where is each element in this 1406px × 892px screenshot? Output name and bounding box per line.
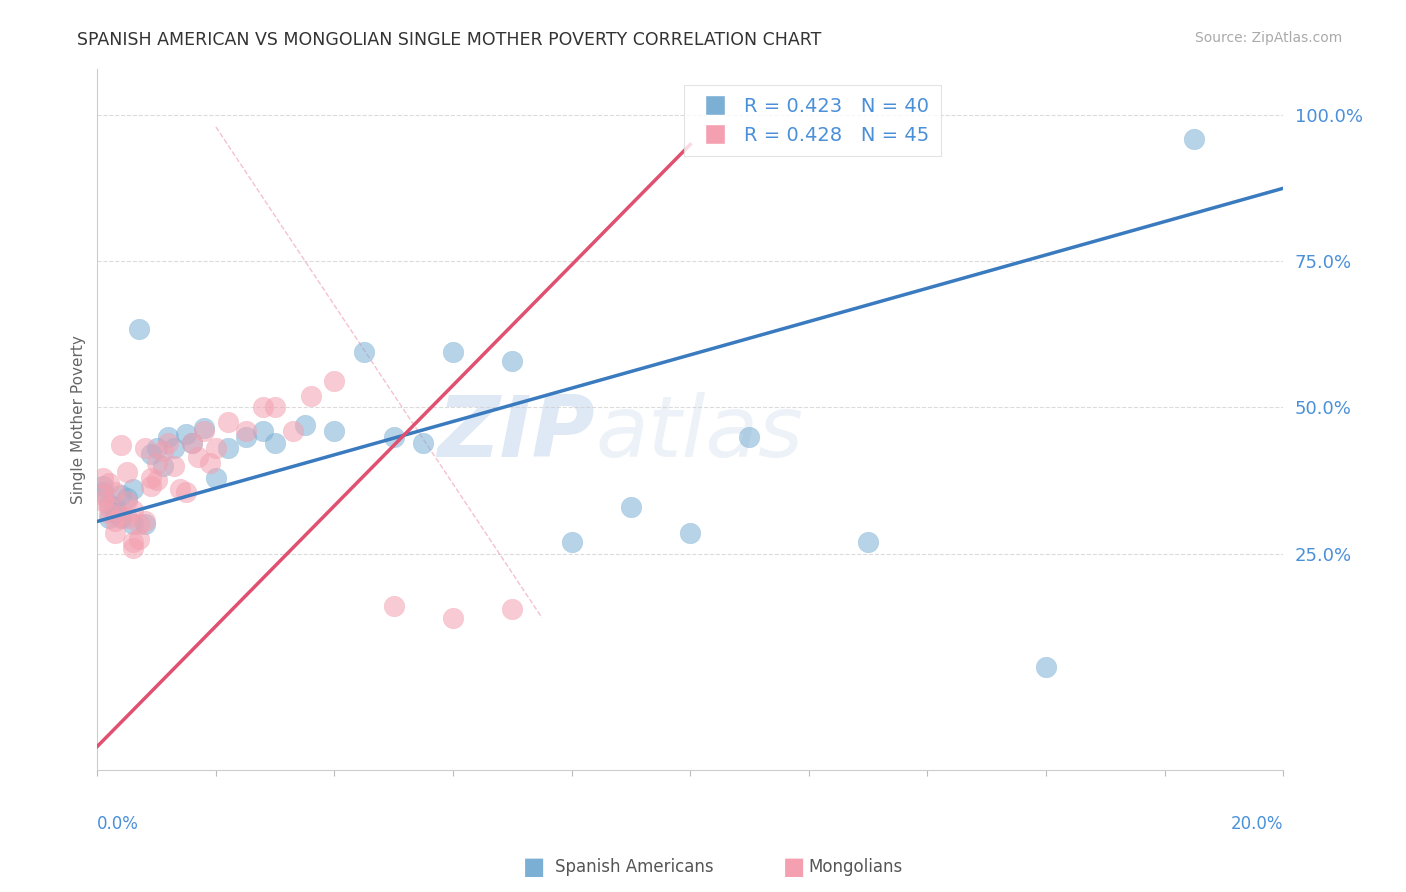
Point [122, 482, 145, 496]
Point [174, 426, 197, 441]
Point [1182, 131, 1205, 145]
Point [217, 415, 239, 429]
Point [152, 458, 174, 473]
Point [98, 511, 121, 525]
Point [122, 541, 145, 555]
Point [181, 435, 204, 450]
Point [104, 526, 127, 541]
Point [412, 435, 434, 450]
Point [187, 450, 209, 464]
Point [128, 532, 150, 546]
Point [174, 485, 197, 500]
Point [98, 500, 121, 514]
Point [104, 500, 127, 514]
Point [294, 417, 316, 432]
Point [163, 458, 186, 473]
Point [122, 502, 145, 516]
Point [115, 465, 138, 479]
Point [91, 485, 114, 500]
Point [169, 482, 191, 496]
Point [235, 430, 257, 444]
Point [205, 442, 228, 456]
Text: Spanish Americans: Spanish Americans [555, 858, 714, 876]
Point [323, 374, 346, 388]
Point [115, 491, 138, 505]
Point [104, 515, 127, 529]
Point [91, 479, 114, 493]
Text: atlas: atlas [595, 392, 803, 475]
Point [252, 401, 274, 415]
Point [382, 599, 405, 614]
Point [198, 456, 221, 470]
Point [264, 401, 287, 415]
Point [91, 470, 114, 484]
Text: 20.0%: 20.0% [1230, 815, 1284, 833]
Point [98, 497, 121, 511]
Point [193, 421, 215, 435]
Point [157, 430, 180, 444]
Point [217, 442, 239, 456]
Point [205, 470, 228, 484]
Point [110, 508, 132, 523]
Point [264, 435, 287, 450]
Point [193, 424, 215, 438]
Point [104, 485, 127, 500]
Point [110, 488, 132, 502]
Point [139, 470, 162, 484]
Text: Mongolians: Mongolians [808, 858, 903, 876]
Text: ■: ■ [783, 855, 806, 879]
Point [122, 517, 145, 532]
Point [299, 389, 322, 403]
Point [134, 515, 156, 529]
Point [145, 456, 167, 470]
Text: 0.0%: 0.0% [97, 815, 139, 833]
Point [382, 430, 405, 444]
Point [110, 438, 132, 452]
Text: Source: ZipAtlas.com: Source: ZipAtlas.com [1195, 31, 1343, 45]
Point [856, 534, 879, 549]
Point [122, 534, 145, 549]
Point [501, 353, 523, 368]
Text: ■: ■ [523, 855, 546, 879]
Point [139, 479, 162, 493]
Point [152, 444, 174, 458]
Point [134, 517, 156, 532]
Point [181, 435, 204, 450]
Point [98, 476, 121, 491]
Text: SPANISH AMERICAN VS MONGOLIAN SINGLE MOTHER POVERTY CORRELATION CHART: SPANISH AMERICAN VS MONGOLIAN SINGLE MOT… [77, 31, 821, 49]
Point [157, 435, 180, 450]
Point [145, 442, 167, 456]
Point [1035, 660, 1057, 674]
Point [139, 447, 162, 461]
Point [110, 511, 132, 525]
Point [561, 534, 583, 549]
Point [134, 442, 156, 456]
Point [679, 526, 702, 541]
Point [252, 424, 274, 438]
Point [620, 500, 643, 514]
Point [441, 345, 464, 359]
Point [281, 424, 304, 438]
Legend: R = 0.423   N = 40, R = 0.428   N = 45: R = 0.423 N = 40, R = 0.428 N = 45 [685, 86, 942, 156]
Point [501, 602, 523, 616]
Point [115, 511, 138, 525]
Text: ZIP: ZIP [437, 392, 595, 475]
Point [104, 506, 127, 520]
Point [91, 494, 114, 508]
Point [145, 474, 167, 488]
Point [441, 611, 464, 625]
Point [323, 424, 346, 438]
Point [353, 345, 375, 359]
Point [98, 506, 121, 520]
Point [235, 424, 257, 438]
Point [115, 494, 138, 508]
Point [738, 430, 761, 444]
Point [163, 442, 186, 456]
Point [128, 321, 150, 335]
Y-axis label: Single Mother Poverty: Single Mother Poverty [72, 334, 86, 504]
Point [128, 517, 150, 532]
Point [91, 488, 114, 502]
